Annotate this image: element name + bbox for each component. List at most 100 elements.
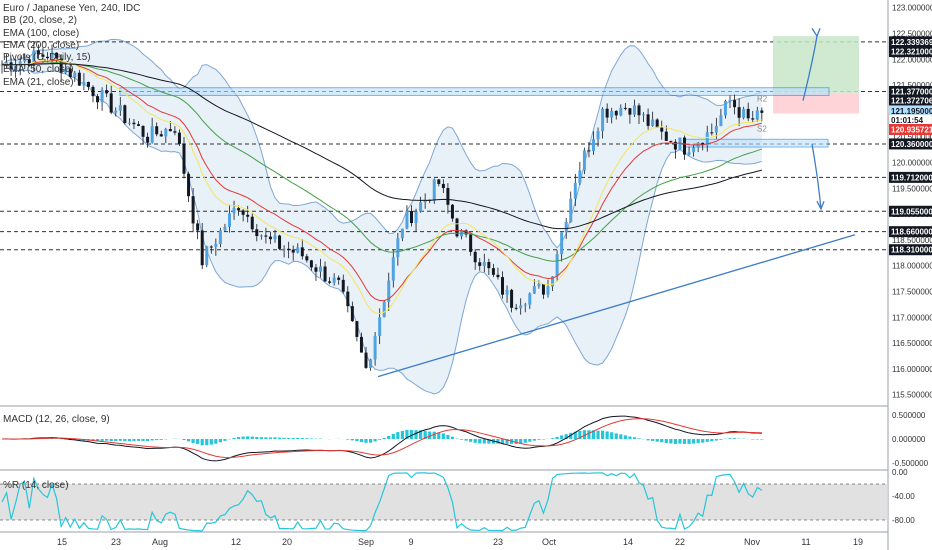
candle-body[interactable] [742, 108, 746, 118]
candle-body[interactable] [214, 244, 218, 247]
candle-body[interactable] [118, 105, 122, 111]
candle-body[interactable] [196, 223, 200, 231]
candle-body[interactable] [9, 62, 13, 70]
candle-body[interactable] [309, 260, 313, 268]
candle-body[interactable] [592, 139, 595, 152]
candle-body[interactable] [205, 246, 209, 266]
candle-body[interactable] [73, 72, 77, 78]
candle-body[interactable] [710, 132, 714, 134]
candle-body[interactable] [660, 127, 664, 132]
candle-body[interactable] [382, 301, 386, 318]
candle-body[interactable] [432, 179, 436, 201]
candle-body[interactable] [441, 183, 445, 189]
candle-body[interactable] [123, 105, 127, 123]
candle-body[interactable] [551, 276, 555, 287]
candle-body[interactable] [300, 247, 304, 257]
candle-body[interactable] [369, 359, 373, 368]
candle-body[interactable] [305, 256, 309, 261]
candle-body[interactable] [546, 286, 550, 295]
trend-line[interactable] [377, 234, 856, 378]
candle-body[interactable] [55, 52, 59, 59]
candle-body[interactable] [141, 125, 145, 137]
candle-body[interactable] [209, 246, 213, 248]
candle-body[interactable] [82, 81, 86, 86]
candle-body[interactable] [323, 266, 327, 282]
candle-body[interactable] [410, 211, 413, 224]
candle-body[interactable] [278, 235, 282, 249]
candle-body[interactable] [50, 52, 54, 59]
candle-body[interactable] [651, 119, 655, 126]
candle-body[interactable] [282, 248, 286, 250]
candle-body[interactable] [378, 317, 382, 336]
candle-body[interactable] [114, 110, 118, 113]
candle-body[interactable] [414, 211, 418, 224]
candle-body[interactable] [341, 279, 345, 292]
candle-body[interactable] [146, 136, 150, 143]
candle-body[interactable] [723, 101, 727, 116]
indicator-bb[interactable]: BB (20, close, 2) [3, 15, 77, 27]
candle-body[interactable] [619, 107, 623, 116]
candle-body[interactable] [623, 107, 627, 109]
candle-body[interactable] [328, 281, 332, 283]
candle-body[interactable] [164, 128, 168, 137]
candle-body[interactable] [541, 284, 545, 295]
candle-body[interactable] [32, 50, 36, 66]
candle-body[interactable] [519, 305, 523, 309]
candle-body[interactable] [187, 173, 191, 197]
candle-body[interactable] [127, 122, 131, 124]
candle-body[interactable] [291, 249, 295, 253]
candle-body[interactable] [637, 105, 641, 116]
candle-body[interactable] [687, 152, 691, 155]
candle-body[interactable] [5, 62, 9, 65]
candle-body[interactable] [673, 141, 677, 150]
candle-body[interactable] [241, 210, 245, 215]
candle-body[interactable] [273, 235, 277, 240]
candle-body[interactable] [491, 268, 495, 275]
candle-body[interactable] [296, 247, 300, 253]
candle-body[interactable] [701, 142, 705, 146]
candle-body[interactable] [537, 284, 541, 287]
candle-body[interactable] [487, 261, 491, 269]
candle-body[interactable] [173, 131, 177, 133]
candle-body[interactable] [155, 126, 159, 135]
candle-body[interactable] [346, 291, 350, 307]
candle-body[interactable] [268, 236, 272, 240]
candle-body[interactable] [86, 81, 90, 87]
candle-body[interactable] [642, 114, 646, 116]
candle-body[interactable] [396, 238, 400, 258]
candle-body[interactable] [419, 202, 423, 212]
candle-body[interactable] [669, 140, 673, 142]
candle-body[interactable] [473, 251, 477, 263]
candle-body[interactable] [632, 105, 636, 115]
candle-body[interactable] [250, 216, 254, 230]
candle-body[interactable] [287, 248, 291, 250]
candle-body[interactable] [423, 199, 427, 203]
candle-body[interactable] [510, 289, 514, 308]
candle-body[interactable] [482, 261, 486, 266]
candle-body[interactable] [705, 132, 709, 146]
candle-body[interactable] [332, 277, 336, 283]
candle-body[interactable] [446, 188, 450, 205]
candle-body[interactable] [159, 134, 163, 137]
candle-body[interactable] [628, 108, 632, 115]
indicator-pivots[interactable]: Pivots (C, Daily, 15) [3, 52, 91, 64]
candle-body[interactable] [514, 307, 518, 309]
williams-r-title[interactable]: %R (14, close) [3, 480, 69, 491]
candle-body[interactable] [746, 108, 750, 119]
candle-body[interactable] [337, 277, 341, 280]
candle-body[interactable] [400, 228, 404, 239]
candle-body[interactable] [259, 235, 263, 237]
candle-body[interactable] [182, 143, 186, 174]
candle-body[interactable] [733, 100, 737, 108]
candle-body[interactable] [728, 100, 732, 102]
candle-body[interactable] [359, 336, 363, 353]
candle-body[interactable] [578, 170, 582, 183]
candle-body[interactable] [0, 64, 4, 66]
candle-body[interactable] [555, 254, 559, 277]
candle-body[interactable] [109, 93, 113, 113]
candle-body[interactable] [505, 289, 509, 295]
candle-body[interactable] [582, 150, 586, 171]
candle-body[interactable] [501, 277, 504, 295]
candle-body[interactable] [237, 208, 241, 211]
